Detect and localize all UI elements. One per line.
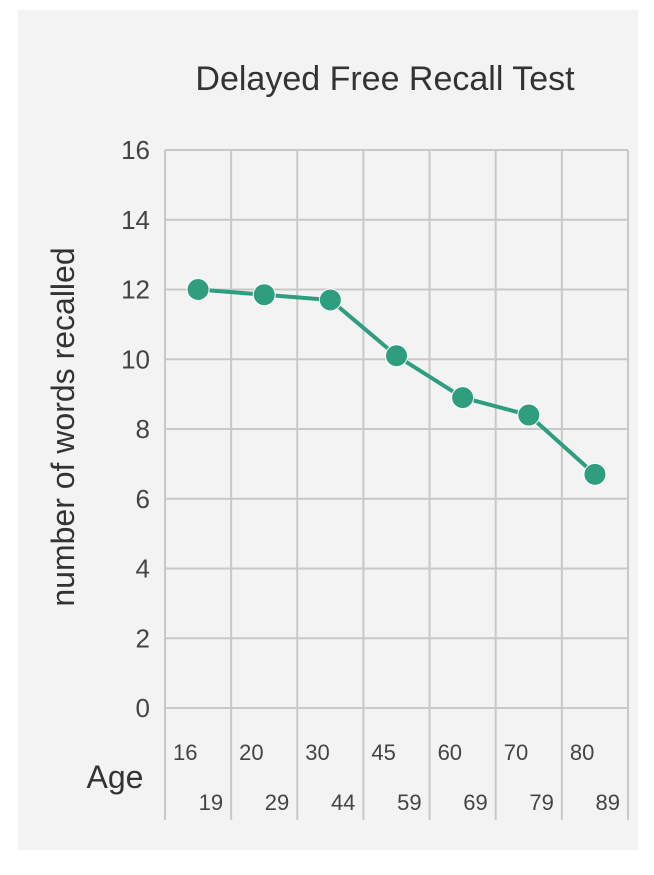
y-tick-label: 12	[121, 275, 150, 305]
x-tick-label: 69	[463, 790, 487, 815]
data-point	[583, 462, 607, 486]
x-tick-label: 80	[570, 740, 594, 765]
x-tick-label: 29	[265, 790, 289, 815]
x-axis-label: Age	[87, 759, 144, 795]
y-tick-label: 6	[136, 484, 150, 514]
x-tick-label: 44	[331, 790, 355, 815]
y-tick-label: 4	[136, 554, 150, 584]
x-tick-label: 79	[529, 790, 553, 815]
y-tick-label: 10	[121, 344, 150, 374]
y-tick-label: 8	[136, 414, 150, 444]
data-point	[252, 283, 276, 307]
y-axis-ticks: 0 2 4 6 8 10 12 14 16	[121, 135, 150, 723]
x-tick-label: 19	[199, 790, 223, 815]
y-tick-label: 0	[136, 693, 150, 723]
x-tick-label: 60	[438, 740, 462, 765]
grid-lines	[164, 149, 629, 820]
y-tick-label: 16	[121, 135, 150, 165]
x-tick-label: 59	[397, 790, 421, 815]
x-tick-label: 30	[305, 740, 329, 765]
y-tick-label: 2	[136, 623, 150, 653]
series-line-group	[186, 278, 607, 486]
x-tick-label: 45	[371, 740, 395, 765]
data-point	[385, 344, 408, 368]
y-tick-label: 14	[121, 205, 150, 235]
x-tick-label: 16	[173, 740, 197, 765]
x-tick-label: 70	[504, 740, 528, 765]
x-tick-label: 89	[596, 790, 620, 815]
data-point	[186, 278, 210, 301]
data-point	[451, 386, 475, 410]
chart-title: Delayed Free Recall Test	[195, 60, 575, 98]
data-point	[517, 403, 541, 427]
x-tick-label: 20	[239, 740, 263, 765]
series-line	[197, 287, 597, 476]
y-axis-label: number of words recalled	[45, 247, 81, 606]
data-point	[318, 288, 342, 312]
